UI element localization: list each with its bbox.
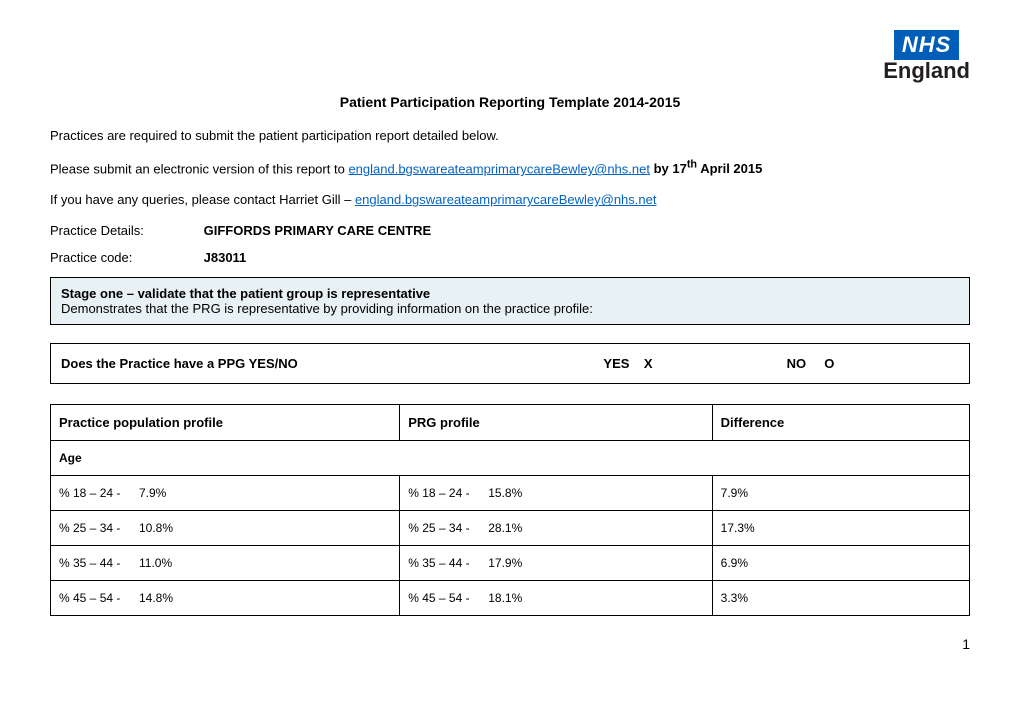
profile-header-row: Practice population profile PRG profile … [51, 405, 970, 441]
ppg-yes: YES X [603, 356, 783, 371]
ppg-question-text: Does the Practice have a PPG YES/NO [61, 356, 600, 371]
nhs-logo: NHS England [50, 30, 970, 84]
page-number: 1 [50, 636, 970, 652]
profile-cell-diff: 3.3% [712, 581, 969, 616]
stage-one-title: Stage one – validate that the patient gr… [61, 286, 959, 301]
table-row: % 25 – 34 -10.8% % 25 – 34 -28.1% 17.3% [51, 511, 970, 546]
table-row: % 45 – 54 -14.8% % 45 – 54 -18.1% 3.3% [51, 581, 970, 616]
profile-cell-b: % 45 – 54 -18.1% [400, 581, 712, 616]
ppg-no: NO O [787, 356, 835, 371]
profile-cell-a: % 35 – 44 -11.0% [51, 546, 400, 581]
profile-cell-diff: 17.3% [712, 511, 969, 546]
submit-email-link[interactable]: england.bgswareateamprimarycareBewley@nh… [348, 161, 650, 176]
queries-paragraph: If you have any queries, please contact … [50, 192, 970, 207]
intro-paragraph: Practices are required to submit the pat… [50, 128, 970, 143]
profile-cell-diff: 6.9% [712, 546, 969, 581]
profile-table: Practice population profile PRG profile … [50, 404, 970, 616]
profile-cell-a: % 25 – 34 -10.8% [51, 511, 400, 546]
profile-cell-diff: 7.9% [712, 476, 969, 511]
profile-header-1: Practice population profile [51, 405, 400, 441]
practice-code-label: Practice code: [50, 250, 200, 265]
profile-cell-b: % 25 – 34 -28.1% [400, 511, 712, 546]
table-row: % 35 – 44 -11.0% % 35 – 44 -17.9% 6.9% [51, 546, 970, 581]
profile-cell-b: % 18 – 24 -15.8% [400, 476, 712, 511]
deadline-suffix: April 2015 [697, 161, 762, 176]
profile-header-3: Difference [712, 405, 969, 441]
submit-paragraph: Please submit an electronic version of t… [50, 159, 970, 176]
submit-prefix: Please submit an electronic version of t… [50, 161, 348, 176]
practice-details-value: GIFFORDS PRIMARY CARE CENTRE [204, 223, 432, 238]
practice-code-row: Practice code: J83011 [50, 250, 970, 265]
ppg-question-cell: Does the Practice have a PPG YES/NO YES … [51, 344, 970, 384]
deadline-th: th [687, 159, 697, 171]
queries-email-link[interactable]: england.bgswareateamprimarycareBewley@nh… [355, 192, 657, 207]
practice-details-row: Practice Details: GIFFORDS PRIMARY CARE … [50, 223, 970, 238]
age-header-row: Age [51, 441, 970, 476]
page-title: Patient Participation Reporting Template… [50, 94, 970, 110]
profile-cell-a: % 45 – 54 -14.8% [51, 581, 400, 616]
practice-details-label: Practice Details: [50, 223, 200, 238]
deadline-prefix: by 17 [650, 161, 687, 176]
profile-cell-b: % 35 – 44 -17.9% [400, 546, 712, 581]
nhs-block: NHS [894, 30, 959, 60]
profile-cell-a: % 18 – 24 -7.9% [51, 476, 400, 511]
queries-prefix: If you have any queries, please contact … [50, 192, 355, 207]
ppg-question-table: Does the Practice have a PPG YES/NO YES … [50, 343, 970, 384]
england-text: England [883, 58, 970, 84]
age-header-cell: Age [51, 441, 970, 476]
practice-code-value: J83011 [204, 250, 247, 265]
stage-one-desc: Demonstrates that the PRG is representat… [61, 301, 959, 316]
stage-one-box: Stage one – validate that the patient gr… [50, 277, 970, 325]
table-row: % 18 – 24 -7.9% % 18 – 24 -15.8% 7.9% [51, 476, 970, 511]
profile-header-2: PRG profile [400, 405, 712, 441]
